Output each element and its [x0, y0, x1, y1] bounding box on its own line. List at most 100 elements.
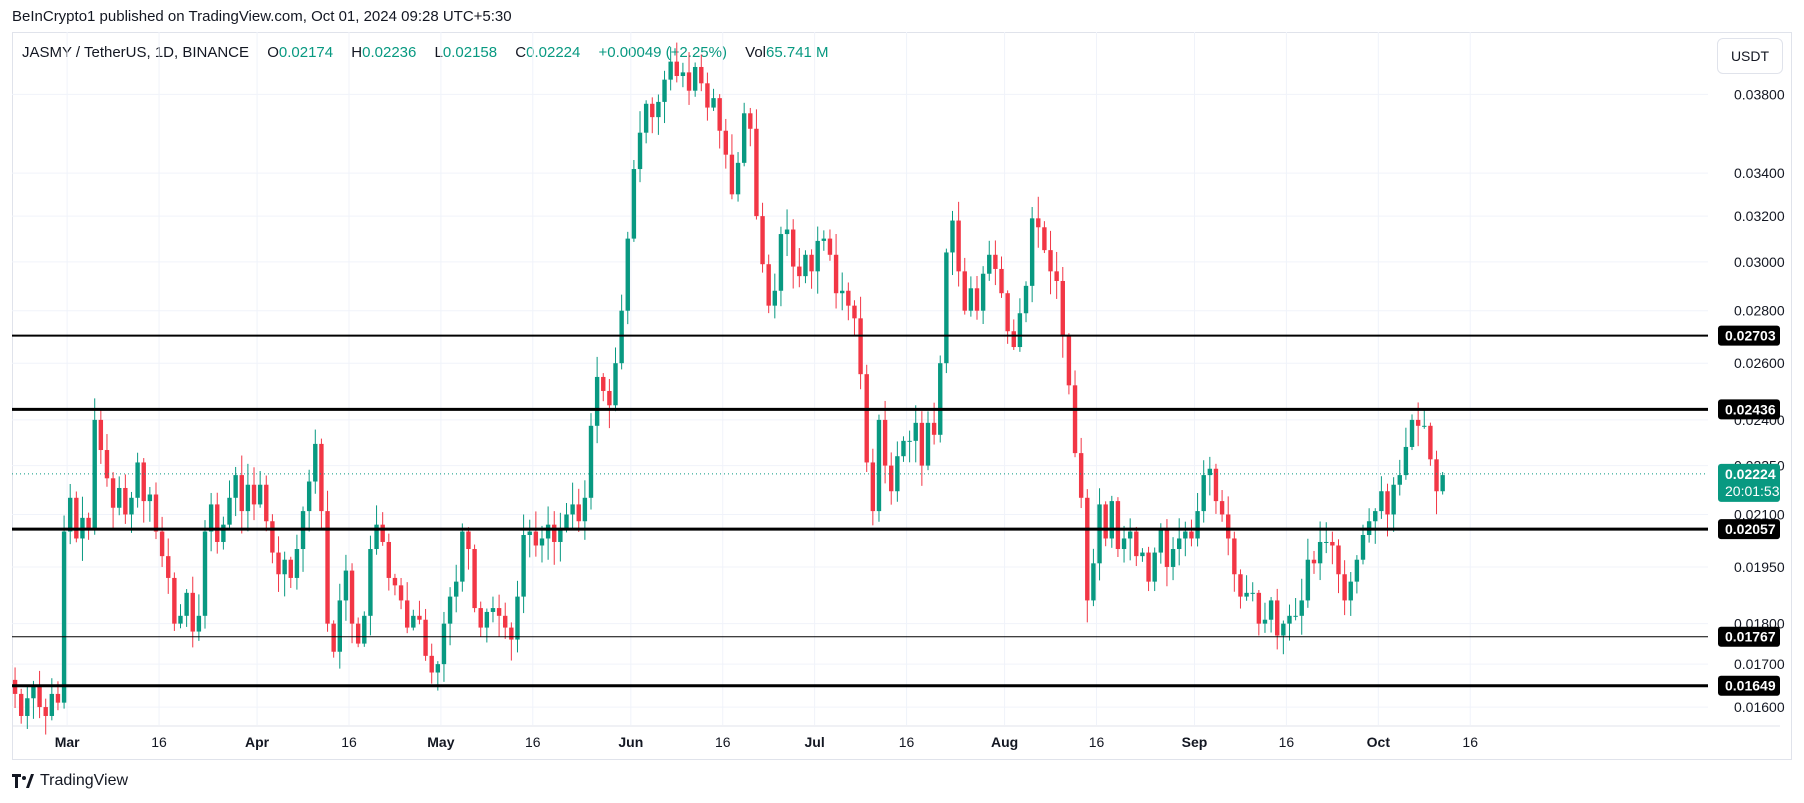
- price-tick-label: 0.02600: [1734, 355, 1785, 371]
- candle-body: [987, 254, 992, 274]
- candle-body: [846, 290, 851, 306]
- level-price-label: 0.02436: [1725, 401, 1776, 417]
- candle-body: [313, 443, 318, 482]
- candle-body: [944, 252, 949, 364]
- candle-body: [245, 484, 251, 512]
- candle-body: [123, 487, 128, 515]
- candle-body: [1250, 592, 1255, 594]
- bar-countdown-label: 20:01:53: [1725, 483, 1780, 499]
- price-tick-label: 0.01600: [1734, 699, 1785, 715]
- candle-body: [343, 570, 349, 601]
- candle-body: [1207, 468, 1213, 476]
- candle-body: [515, 596, 520, 640]
- candle-body: [889, 465, 894, 492]
- time-tick-label: Sep: [1182, 734, 1208, 750]
- candle-body: [1054, 271, 1059, 281]
- candle-body: [705, 83, 710, 108]
- time-tick-label: Jun: [618, 734, 643, 750]
- candle-body: [1305, 559, 1311, 601]
- candle-body: [1048, 250, 1053, 272]
- last-price-badge: [1718, 463, 1780, 502]
- candle-body: [1348, 581, 1353, 601]
- candle-body: [233, 475, 238, 498]
- candle-body: [1183, 531, 1188, 539]
- candle-body: [1164, 528, 1170, 567]
- legend-high-value: 0.02236: [362, 44, 417, 61]
- candle-body: [215, 504, 220, 542]
- candle-body: [1311, 559, 1317, 564]
- price-tick-label: 0.03800: [1734, 86, 1785, 102]
- candle-body: [1232, 538, 1237, 575]
- candle-body: [411, 615, 416, 628]
- candle-body: [1281, 623, 1286, 636]
- grid-lines: [12, 32, 1780, 727]
- candle-body: [435, 664, 441, 673]
- candle-body: [956, 220, 961, 272]
- candle-body: [31, 685, 36, 699]
- level-price-label: 0.02703: [1725, 328, 1776, 344]
- legend-volume-value: 65.741 M: [766, 44, 829, 61]
- candle-body: [717, 98, 722, 131]
- candle-body: [74, 497, 79, 539]
- candle-body: [196, 615, 202, 632]
- legend-high-label: H: [351, 44, 363, 61]
- candle-body: [625, 238, 630, 311]
- time-tick-label: 16: [525, 734, 541, 750]
- candle-body: [1146, 552, 1151, 582]
- publisher-caption: BeInCrypto1 published on TradingView.com…: [12, 8, 512, 25]
- candle-body: [1415, 419, 1421, 426]
- price-axis[interactable]: 0.03800 0.03400 0.03200 0.03000 0.02800 0.026…: [1718, 86, 1785, 715]
- candle-body: [1066, 336, 1072, 386]
- candle-body: [766, 264, 771, 306]
- candle-body: [521, 534, 526, 597]
- candle-body: [797, 266, 802, 277]
- candle-body: [1268, 600, 1274, 620]
- time-tick-label: Jul: [805, 734, 825, 750]
- currency-button[interactable]: USDT: [1717, 38, 1783, 74]
- candle-body: [1238, 574, 1243, 597]
- time-tick-label: 16: [341, 734, 357, 750]
- candle-body: [1324, 541, 1329, 543]
- time-tick-label: Oct: [1367, 734, 1391, 750]
- candle-body: [619, 310, 624, 364]
- candle-body: [141, 462, 146, 502]
- candle-body: [1017, 313, 1023, 348]
- time-tick-label: Aug: [991, 734, 1018, 750]
- tradingview-logo-icon: [12, 774, 34, 788]
- price-chart[interactable]: 0.03800 0.03400 0.03200 0.03000 0.02800 0.026…: [0, 0, 1804, 760]
- tradingview-footer[interactable]: TradingView: [12, 772, 128, 790]
- time-tick-label: Apr: [245, 734, 270, 750]
- candle-body: [1189, 531, 1194, 539]
- candle-body: [1422, 425, 1427, 427]
- tradingview-brand: TradingView: [40, 772, 129, 789]
- candle-body: [460, 531, 465, 582]
- candle-body: [43, 707, 48, 716]
- candle-body: [1434, 459, 1439, 492]
- candle-body: [441, 623, 447, 665]
- candle-body: [1121, 538, 1127, 550]
- candle-body: [527, 531, 532, 535]
- legend-volume-label: Vol: [745, 44, 766, 61]
- candle-body: [251, 484, 257, 505]
- candle-body: [607, 390, 612, 406]
- candle-body: [447, 596, 453, 624]
- candle-body: [993, 254, 998, 269]
- candle-body: [86, 517, 91, 529]
- price-tick-label: 0.03400: [1734, 165, 1785, 181]
- candle-body: [1152, 552, 1157, 582]
- time-axis[interactable]: Mar 16 Apr 16 May 16 Jun 16 Jul 16 Aug 16 Sep 16 Oct 16: [55, 734, 1479, 750]
- candle-body: [1373, 511, 1378, 522]
- legend-symbol[interactable]: JASMY / TetherUS, 1D, BINANCE: [22, 44, 250, 61]
- candle-body: [962, 271, 967, 311]
- candle-body: [613, 363, 618, 406]
- candle-body: [270, 521, 275, 553]
- price-tick-label: 0.02800: [1734, 303, 1785, 319]
- candle-body: [478, 608, 483, 628]
- candle-body: [110, 478, 116, 508]
- candle-body: [1379, 491, 1384, 512]
- time-tick-label: 16: [899, 734, 915, 750]
- candle-body: [276, 552, 281, 575]
- candle-body: [588, 425, 594, 498]
- candle-body: [484, 611, 490, 628]
- candle-body: [496, 608, 502, 616]
